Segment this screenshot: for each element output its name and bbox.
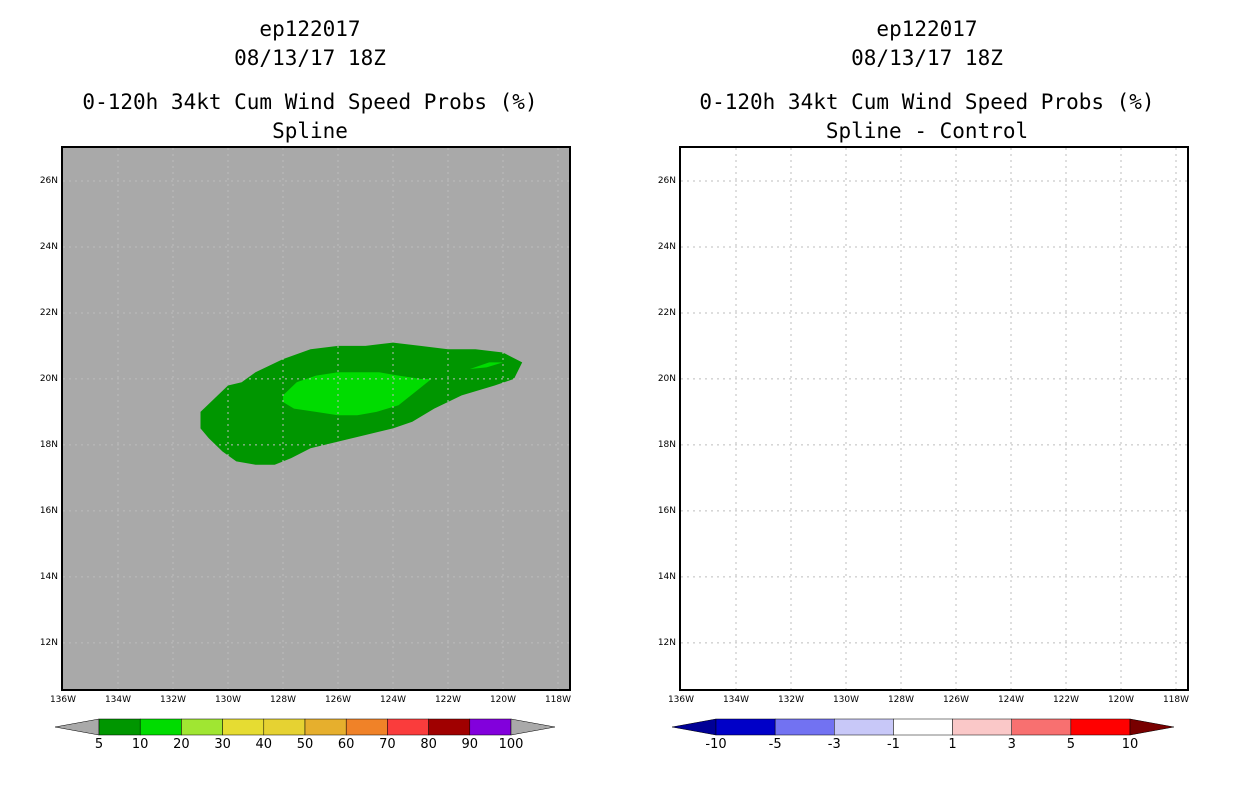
longitude-tick-label: 132W bbox=[777, 695, 805, 705]
longitude-tick-label: 134W bbox=[104, 695, 132, 705]
left-product-title: 0-120h 34kt Cum Wind Speed Probs (%) bbox=[82, 90, 538, 114]
longitude-tick-label: 128W bbox=[269, 695, 297, 705]
right-difference-map[interactable] bbox=[679, 146, 1189, 691]
longitude-tick-label: 118W bbox=[544, 695, 572, 705]
colorbar-segment bbox=[469, 718, 512, 736]
colorbar-label: 100 bbox=[498, 737, 524, 752]
longitude-tick-label: 134W bbox=[722, 695, 750, 705]
right-colorbar bbox=[672, 718, 1174, 736]
left-map-plot bbox=[63, 148, 569, 689]
longitude-tick-label: 136W bbox=[667, 695, 695, 705]
latitude-tick-label: 16N bbox=[39, 505, 58, 516]
colorbar-underflow-triangle bbox=[55, 718, 100, 736]
left-colorbar bbox=[55, 718, 555, 736]
longitude-tick-label: 120W bbox=[489, 695, 517, 705]
latitude-tick-label: 12N bbox=[39, 637, 58, 648]
colorbar-underflow-triangle bbox=[672, 718, 717, 736]
latitude-tick-label: 18N bbox=[657, 439, 676, 450]
colorbar-segment bbox=[715, 718, 776, 736]
right-datetime: 08/13/17 18Z bbox=[851, 46, 1003, 70]
longitude-tick-label: 122W bbox=[434, 695, 462, 705]
colorbar-segment bbox=[387, 718, 429, 736]
colorbar-segment bbox=[139, 718, 182, 736]
probability-contour-1 bbox=[283, 372, 432, 416]
colorbar-label: 5 bbox=[94, 737, 104, 752]
right-map-plot bbox=[681, 148, 1187, 689]
latitude-tick-label: 22N bbox=[657, 307, 676, 318]
latitude-tick-label: 26N bbox=[657, 175, 676, 186]
longitude-tick-label: 130W bbox=[214, 695, 242, 705]
latitude-tick-label: 12N bbox=[657, 637, 676, 648]
colorbar-segment bbox=[834, 718, 894, 736]
colorbar-label: 40 bbox=[255, 737, 273, 752]
longitude-tick-label: 128W bbox=[887, 695, 915, 705]
latitude-tick-label: 14N bbox=[657, 571, 676, 582]
colorbar-label: 10 bbox=[1121, 737, 1139, 752]
colorbar-segment bbox=[893, 718, 953, 736]
colorbar-segment bbox=[774, 718, 835, 736]
longitude-tick-label: 124W bbox=[997, 695, 1025, 705]
colorbar-segment bbox=[222, 718, 265, 736]
longitude-tick-label: 120W bbox=[1107, 695, 1135, 705]
latitude-tick-label: 22N bbox=[39, 307, 58, 318]
colorbar-label: 5 bbox=[1066, 737, 1075, 752]
left-storm-id: ep122017 bbox=[259, 17, 361, 41]
colorbar-label: 60 bbox=[337, 737, 355, 752]
colorbar-segment bbox=[952, 718, 1012, 736]
colorbar-label: 50 bbox=[296, 737, 314, 752]
colorbar-label: 20 bbox=[173, 737, 190, 752]
colorbar-label: 90 bbox=[461, 737, 479, 752]
longitude-tick-label: 132W bbox=[159, 695, 187, 705]
colorbar-segment bbox=[1011, 718, 1072, 736]
longitude-tick-label: 118W bbox=[1162, 695, 1190, 705]
colorbar-segment bbox=[428, 718, 471, 736]
colorbar-segment bbox=[98, 718, 141, 736]
longitude-tick-label: 122W bbox=[1052, 695, 1080, 705]
right-storm-id: ep122017 bbox=[876, 17, 978, 41]
latitude-tick-label: 20N bbox=[39, 373, 58, 384]
colorbar-label: 3 bbox=[1007, 737, 1016, 752]
colorbar-label: 1 bbox=[948, 737, 957, 752]
probability-contour-2 bbox=[470, 362, 503, 369]
colorbar-label: 70 bbox=[379, 737, 396, 752]
right-subtitle: Spline - Control bbox=[825, 119, 1029, 143]
colorbar-label: 80 bbox=[420, 737, 437, 752]
colorbar-label: -5 bbox=[768, 737, 782, 752]
longitude-tick-label: 124W bbox=[379, 695, 407, 705]
colorbar-label: 10 bbox=[131, 737, 149, 752]
right-product-title: 0-120h 34kt Cum Wind Speed Probs (%) bbox=[699, 90, 1155, 114]
longitude-tick-label: 126W bbox=[942, 695, 970, 705]
colorbar-overflow-triangle bbox=[510, 718, 555, 736]
colorbar-label: -1 bbox=[886, 737, 900, 752]
latitude-tick-label: 14N bbox=[39, 571, 58, 582]
latitude-tick-label: 18N bbox=[39, 439, 58, 450]
left-datetime: 08/13/17 18Z bbox=[234, 46, 386, 70]
colorbar-overflow-triangle bbox=[1129, 718, 1174, 736]
longitude-tick-label: 136W bbox=[49, 695, 77, 705]
colorbar-label: 30 bbox=[214, 737, 231, 752]
latitude-tick-label: 24N bbox=[39, 241, 58, 252]
colorbar-segment bbox=[304, 718, 347, 736]
colorbar-segment bbox=[1070, 718, 1131, 736]
longitude-tick-label: 130W bbox=[832, 695, 860, 705]
colorbar-segment bbox=[345, 718, 388, 736]
latitude-tick-label: 26N bbox=[39, 175, 58, 186]
latitude-tick-label: 20N bbox=[657, 373, 676, 384]
colorbar-label: -10 bbox=[705, 737, 727, 752]
longitude-tick-label: 126W bbox=[324, 695, 352, 705]
latitude-tick-label: 24N bbox=[657, 241, 676, 252]
colorbar-label: -3 bbox=[827, 737, 841, 752]
colorbar-segment bbox=[263, 718, 306, 736]
left-subtitle: Spline bbox=[272, 119, 348, 143]
latitude-tick-label: 16N bbox=[657, 505, 676, 516]
map-background bbox=[681, 148, 1187, 689]
colorbar-segment bbox=[181, 718, 223, 736]
left-probability-map[interactable] bbox=[61, 146, 571, 691]
